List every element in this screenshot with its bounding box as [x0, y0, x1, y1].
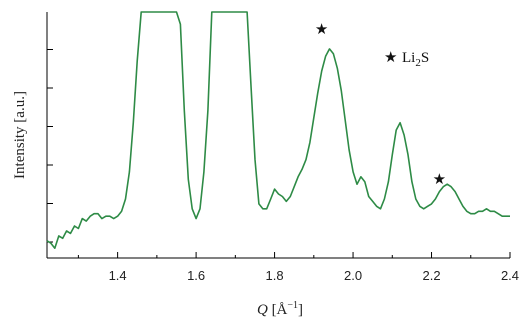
x-ticks: 1.4 1.6 1.8 2.0 2.2 2.4 [77, 252, 519, 283]
legend-marker: ★ [384, 48, 397, 66]
x-tick-label: 2.0 [344, 268, 362, 283]
x-tick-label: 2.2 [422, 268, 440, 283]
x-tick-label: 1.4 [109, 268, 127, 283]
axes [46, 12, 510, 259]
peak-markers: ★★ [315, 20, 446, 188]
y-ticks [47, 49, 53, 243]
x-tick-label: 1.8 [266, 268, 284, 283]
peak-marker: ★ [315, 20, 328, 38]
legend: ★ Li2S [384, 48, 429, 69]
series-line [46, 11, 510, 249]
x-tick-label: 1.6 [187, 268, 205, 283]
x-axis-title: Q [Å−1] [257, 300, 303, 318]
x-tick-label: 2.4 [501, 268, 519, 283]
y-axis-title: Intensity [a.u.] [12, 91, 28, 179]
legend-label: Li2S [402, 50, 429, 69]
peak-marker: ★ [433, 170, 446, 188]
